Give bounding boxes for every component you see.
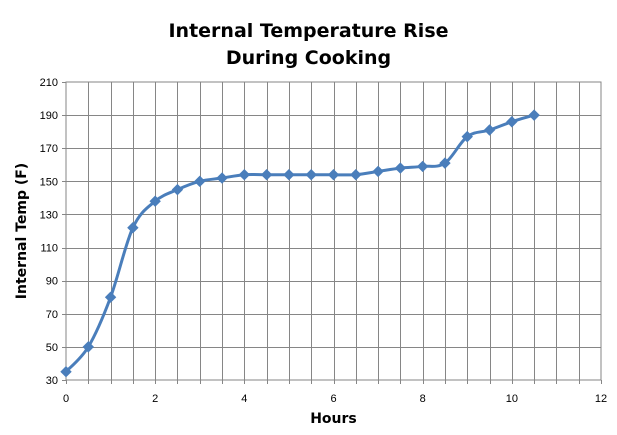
chart-title-line-2: During Cooking xyxy=(225,47,392,69)
data-point-marker xyxy=(60,366,72,378)
x-axis-label: Hours xyxy=(310,411,357,427)
data-point-marker xyxy=(283,169,295,181)
data-point-marker xyxy=(416,160,429,173)
y-axis-label: Internal Temp (F) xyxy=(14,163,30,299)
data-point-marker xyxy=(350,169,362,181)
data-point-marker xyxy=(327,169,340,181)
y-tick-label: 130 xyxy=(40,209,58,221)
x-tick-label: 2 xyxy=(152,393,158,405)
data-point-marker xyxy=(194,175,206,188)
data-point-marker xyxy=(82,341,94,353)
data-point-marker xyxy=(439,157,451,169)
chart-title-line-1: Internal Temperature Rise xyxy=(168,20,449,42)
y-tick-label: 170 xyxy=(40,143,58,155)
data-point-marker xyxy=(506,116,518,128)
data-point-marker xyxy=(216,172,228,184)
data-point-marker xyxy=(238,169,251,181)
x-tick-label: 8 xyxy=(420,393,426,405)
data-point-marker xyxy=(305,169,317,181)
y-tick-label: 50 xyxy=(46,342,58,354)
plot-area xyxy=(65,81,602,381)
y-tick-label: 30 xyxy=(46,375,58,387)
y-tick-label: 150 xyxy=(40,176,58,188)
data-point-marker xyxy=(483,124,496,136)
chart-title: Internal Temperature Rise During Cooking xyxy=(0,18,617,72)
x-tick-label: 4 xyxy=(241,393,247,405)
data-point-marker xyxy=(171,183,184,196)
x-tick-label: 12 xyxy=(595,393,607,405)
data-point-marker xyxy=(127,221,139,234)
x-tick-label: 0 xyxy=(63,393,69,405)
x-tick-label: 10 xyxy=(506,393,518,405)
data-point-marker xyxy=(461,130,473,143)
y-tick-label: 110 xyxy=(40,243,58,255)
series-line xyxy=(64,113,535,373)
x-tick-label: 6 xyxy=(330,393,336,405)
y-tick-label: 210 xyxy=(40,77,58,89)
y-tick-label: 190 xyxy=(40,110,58,122)
data-point-marker xyxy=(104,291,117,303)
y-tick-label: 90 xyxy=(46,276,58,288)
data-point-marker xyxy=(149,195,161,207)
y-tick-label: 70 xyxy=(46,309,58,321)
data-point-marker xyxy=(260,169,273,181)
data-point-marker xyxy=(528,109,540,121)
data-point-marker xyxy=(372,165,384,178)
data-point-marker xyxy=(394,162,407,174)
